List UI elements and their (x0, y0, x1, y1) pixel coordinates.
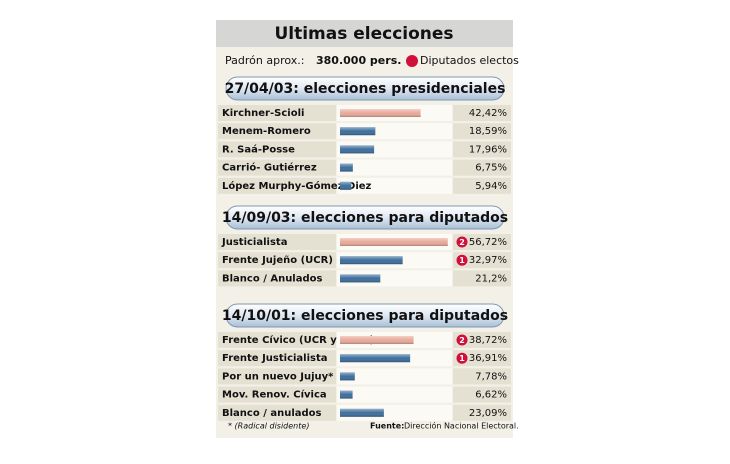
value-label: 18,59% (469, 126, 507, 137)
seat-count: 1 (459, 354, 465, 363)
section-header (225, 76, 505, 101)
source: Dirección Nacional Electoral. (404, 421, 519, 431)
label-cell (218, 350, 336, 367)
value-label: 21,2% (475, 273, 507, 284)
seat-marker (456, 352, 468, 364)
label-cell (218, 252, 336, 269)
label-cell (218, 234, 336, 250)
value-cell (453, 141, 511, 158)
bar-shade (340, 127, 376, 136)
label-cell (218, 141, 336, 158)
bar-cell (337, 368, 452, 385)
section-title: 27/04/03: elecciones presidenciales (225, 81, 506, 97)
category-label: Blanco / anulados (222, 408, 322, 419)
label-cell (218, 368, 336, 385)
value-label: 36,91% (469, 353, 507, 364)
title: Ultimas elecciones (274, 24, 453, 44)
bar-shade (340, 109, 421, 117)
bar-shade (340, 390, 353, 399)
value-cell (453, 386, 511, 403)
value-cell (453, 159, 511, 176)
bar-shade (340, 336, 414, 344)
label-cell (218, 404, 336, 421)
seat-marker (456, 236, 468, 248)
value-label: 6,75% (475, 163, 507, 174)
title-bar (216, 20, 513, 47)
category-label: Por un nuevo Jujuy* (222, 371, 334, 382)
bar-shade (340, 274, 381, 283)
bar-shade (340, 372, 355, 381)
bar-cell (337, 159, 452, 176)
value-label: 32,97% (469, 255, 507, 266)
category-label: Kirchner-Scioli (222, 108, 304, 119)
value-cell (453, 105, 511, 121)
value-cell (453, 234, 511, 250)
value-label: 7,78% (475, 371, 507, 382)
label-cell (218, 105, 336, 121)
value-cell (453, 252, 511, 269)
category-label: Justicialista (221, 237, 287, 248)
value-label: 56,72% (469, 237, 507, 248)
value-label: 38,72% (469, 335, 507, 346)
category-label: Frente Jujeño (UCR) (222, 255, 333, 266)
value-cell (453, 332, 511, 348)
label-cell (218, 159, 336, 176)
category-label: Frente Justicialista (222, 353, 328, 364)
bar-shade (340, 256, 403, 265)
label-cell (218, 332, 336, 348)
value-cell (453, 368, 511, 385)
seat-marker (456, 254, 468, 266)
seat-count: 1 (459, 256, 465, 265)
category-label: Blanco / Anulados (222, 273, 323, 284)
section-title: 14/09/03: elecciones para diputados (222, 210, 508, 226)
category-label: López Murphy-Gómez Diez (222, 180, 372, 192)
value-label: 5,94% (475, 181, 507, 192)
label-cell (218, 177, 336, 194)
bar-cell (337, 177, 452, 194)
category-label: Carrió- Gutiérrez (222, 162, 317, 174)
section-title: 14/10/01: elecciones para diputados (222, 308, 508, 324)
seat-count: 2 (459, 238, 465, 247)
bar-cell (337, 386, 452, 403)
value-cell (453, 404, 511, 421)
footnote: * (Radical disidente) (228, 422, 309, 431)
seat-count: 2 (459, 336, 465, 345)
padron-label: Padrón aprox.: (225, 54, 304, 67)
label-cell (218, 123, 336, 140)
value-label: 17,96% (469, 144, 507, 155)
category-label: R. Saá-Posse (222, 143, 295, 155)
value-cell (453, 177, 511, 194)
section-header (225, 205, 505, 230)
label-cell (218, 386, 336, 403)
bar-shade (340, 145, 375, 154)
bar-shade (340, 354, 411, 363)
bar-shade (340, 408, 384, 417)
value-cell (453, 123, 511, 140)
bar-shade (340, 163, 353, 172)
legend-text: Diputados electos (420, 54, 519, 67)
category-label: Menem-Romero (222, 126, 311, 137)
bar-shade (340, 181, 352, 190)
value-label: 6,62% (475, 390, 507, 401)
label-cell (218, 270, 336, 287)
category-label: Mov. Renov. Cívica (222, 389, 327, 401)
value-label: 23,09% (469, 408, 507, 419)
padron-value: 380.000 pers. (316, 54, 401, 67)
value-label: 42,42% (469, 108, 507, 119)
category-label: Frente Cívico (UCR y otros) (222, 334, 374, 346)
section-header (225, 303, 505, 328)
value-cell (453, 270, 511, 287)
bar-shade (340, 238, 448, 246)
source-label: Fuente: (370, 422, 404, 431)
legend-dot (406, 55, 418, 67)
seat-marker (456, 334, 468, 346)
value-cell (453, 350, 511, 367)
